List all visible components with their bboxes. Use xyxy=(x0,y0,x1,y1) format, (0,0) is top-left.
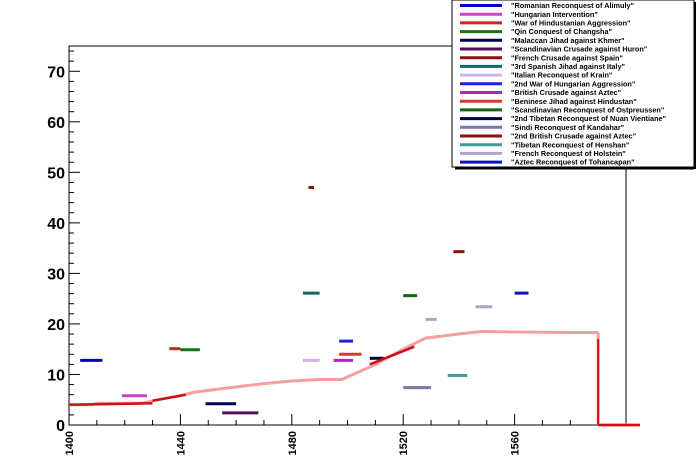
y-tick-label: 40 xyxy=(47,216,65,233)
legend-label: "Beninese Jihad against Hindustan" xyxy=(511,97,637,106)
y-tick-label: 10 xyxy=(47,367,65,384)
legend-label: "Aztec Reconquest of Tohancapan" xyxy=(511,158,635,167)
x-tick-label: 1440 xyxy=(175,431,187,455)
legend-label: "Tibetan Reconquest of Henshan" xyxy=(511,140,629,149)
y-tick-label: 60 xyxy=(47,115,65,132)
y-axis: 0 10 20 30 40 50 60 70 xyxy=(47,50,80,435)
y-tick-label: 20 xyxy=(47,317,65,334)
legend-label: "British Crusade against Aztec" xyxy=(511,88,621,97)
legend-label: "Sindi Reconquest of Kandahar" xyxy=(511,123,624,132)
legend-label: "French Crusade against Spain" xyxy=(511,53,623,62)
x-tick-label: 1400 xyxy=(64,431,76,455)
legend-label: "Scandinavian Reconquest of Ostpreussen" xyxy=(511,106,664,115)
y-tick-label: 30 xyxy=(47,266,65,283)
legend-label: "2nd War of Hungarian Aggression" xyxy=(511,79,635,88)
y-tick-label: 0 xyxy=(56,418,65,435)
red-overlay-segment xyxy=(152,393,187,402)
x-tick-label: 1560 xyxy=(510,431,522,455)
red-overlay-segment xyxy=(369,345,415,366)
legend-label: "Malaccan Jihad against Khmer" xyxy=(511,36,625,45)
red-overlay-segment xyxy=(68,402,153,407)
legend-label: "2nd Tibetan Reconquest of Nuan Vientian… xyxy=(511,114,666,123)
main-line-path xyxy=(69,329,599,407)
x-tick-label: 1520 xyxy=(398,431,410,455)
series-marks xyxy=(80,185,529,415)
legend-label: "French Reconquest of Holstein" xyxy=(511,149,626,158)
legend-label: "2nd British Crusade against Aztec" xyxy=(511,132,636,141)
x-tick-label: 1480 xyxy=(287,431,299,455)
legend-label: "3rd Spanish Jihad against Italy" xyxy=(511,62,625,71)
x-axis: 1400 1440 1480 1520 1560 xyxy=(64,414,627,455)
legend-label: "Italian Reconquest of Krain" xyxy=(511,71,612,80)
y-tick-label: 70 xyxy=(47,64,65,81)
legend-label: "Scandinavian Crusade against Huron" xyxy=(511,45,647,54)
legend-label: "Romanian Reconquest of Alimuly" xyxy=(511,1,634,10)
legend: "Romanian Reconquest of Alimuly""Hungari… xyxy=(451,0,696,170)
y-tick-label: 50 xyxy=(47,165,65,182)
legend-label: "War of Hindustanian Aggression" xyxy=(511,19,631,28)
legend-label: "Qin Conquest of Changsha" xyxy=(511,27,612,36)
legend-label: "Hungarian Intervention" xyxy=(511,10,598,19)
main-line xyxy=(68,329,640,427)
